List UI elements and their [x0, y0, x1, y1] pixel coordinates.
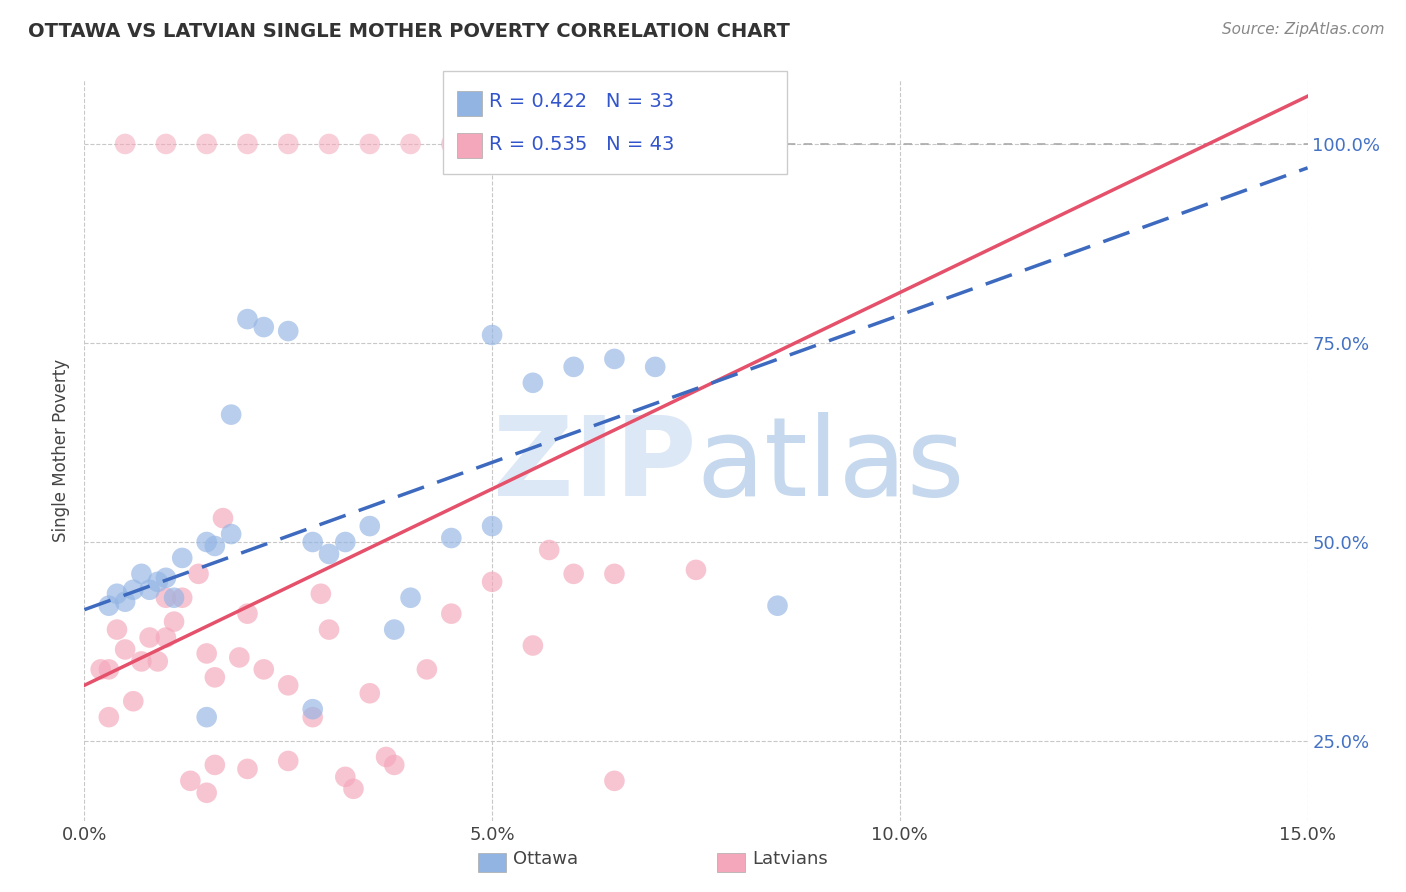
Point	[219, 408, 242, 422]
Point	[481, 328, 503, 343]
Point	[277, 324, 299, 338]
Point	[342, 781, 364, 796]
Point	[522, 639, 544, 653]
Point	[97, 599, 120, 613]
Text: R = 0.535   N = 43: R = 0.535 N = 43	[489, 135, 675, 153]
Text: OTTAWA VS LATVIAN SINGLE MOTHER POVERTY CORRELATION CHART: OTTAWA VS LATVIAN SINGLE MOTHER POVERTY …	[28, 22, 790, 41]
Point	[172, 591, 194, 605]
Point	[155, 571, 177, 585]
Point	[481, 519, 503, 533]
Point	[440, 607, 463, 621]
Point	[212, 511, 235, 525]
Text: Source: ZipAtlas.com: Source: ZipAtlas.com	[1222, 22, 1385, 37]
Point	[204, 539, 226, 553]
Text: Latvians: Latvians	[752, 850, 828, 868]
Point	[416, 662, 439, 676]
Point	[335, 770, 357, 784]
Point	[318, 136, 340, 151]
Point	[195, 535, 218, 549]
Point	[219, 527, 242, 541]
Point	[90, 662, 112, 676]
Point	[155, 591, 177, 605]
Point	[163, 615, 186, 629]
Point	[301, 535, 323, 549]
Point	[105, 623, 128, 637]
Point	[318, 623, 340, 637]
Point	[204, 670, 226, 684]
Point	[114, 642, 136, 657]
Point	[538, 543, 561, 558]
Point	[195, 710, 218, 724]
Point	[195, 647, 218, 661]
Text: R = 0.422   N = 33: R = 0.422 N = 33	[489, 92, 675, 111]
Y-axis label: Single Mother Poverty: Single Mother Poverty	[52, 359, 70, 542]
Point	[253, 320, 276, 334]
Point	[236, 312, 259, 326]
Text: Ottawa: Ottawa	[513, 850, 578, 868]
Point	[122, 582, 145, 597]
Point	[301, 702, 323, 716]
Point	[122, 694, 145, 708]
Point	[131, 566, 153, 581]
Point	[163, 591, 186, 605]
Point	[382, 758, 405, 772]
Point	[382, 623, 405, 637]
Point	[309, 587, 332, 601]
Point	[481, 136, 503, 151]
Point	[114, 136, 136, 151]
Point	[97, 710, 120, 724]
Point	[603, 773, 626, 788]
Point	[766, 599, 789, 613]
Point	[522, 376, 544, 390]
Point	[685, 563, 707, 577]
Point	[146, 655, 169, 669]
Point	[440, 136, 463, 151]
Point	[131, 655, 153, 669]
Point	[114, 595, 136, 609]
Point	[603, 351, 626, 366]
Point	[253, 662, 276, 676]
Point	[172, 550, 194, 565]
Point	[359, 136, 381, 151]
Point	[399, 591, 422, 605]
Point	[146, 574, 169, 589]
Point	[335, 535, 357, 549]
Point	[236, 607, 259, 621]
Point	[359, 686, 381, 700]
Point	[105, 587, 128, 601]
Point	[644, 359, 666, 374]
Point	[603, 566, 626, 581]
Point	[138, 631, 160, 645]
Point	[228, 650, 250, 665]
Point	[179, 773, 201, 788]
Point	[399, 136, 422, 151]
Point	[301, 710, 323, 724]
Point	[277, 678, 299, 692]
Point	[277, 754, 299, 768]
Point	[195, 786, 218, 800]
Text: ZIP: ZIP	[492, 412, 696, 519]
Point	[155, 136, 177, 151]
Point	[562, 566, 585, 581]
Point	[187, 566, 209, 581]
Point	[97, 662, 120, 676]
Point	[359, 519, 381, 533]
Point	[155, 631, 177, 645]
Point	[204, 758, 226, 772]
Point	[195, 136, 218, 151]
Text: atlas: atlas	[696, 412, 965, 519]
Point	[277, 136, 299, 151]
Point	[375, 750, 398, 764]
Point	[138, 582, 160, 597]
Point	[318, 547, 340, 561]
Point	[236, 136, 259, 151]
Point	[236, 762, 259, 776]
Point	[562, 359, 585, 374]
Point	[481, 574, 503, 589]
Point	[440, 531, 463, 545]
